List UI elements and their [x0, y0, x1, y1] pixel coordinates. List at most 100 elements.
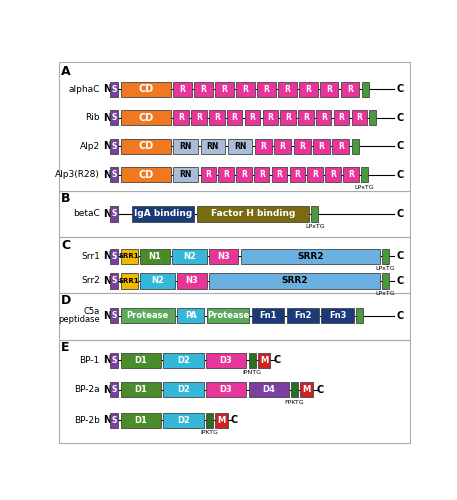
- FancyBboxPatch shape: [272, 167, 287, 182]
- FancyBboxPatch shape: [110, 412, 118, 428]
- Bar: [58, 237, 410, 292]
- FancyBboxPatch shape: [110, 274, 118, 288]
- Text: LPxTG: LPxTG: [355, 184, 374, 190]
- Text: Fn3: Fn3: [329, 311, 346, 320]
- FancyBboxPatch shape: [163, 382, 204, 398]
- Text: RN: RN: [234, 142, 246, 150]
- FancyBboxPatch shape: [110, 308, 118, 324]
- FancyBboxPatch shape: [262, 110, 278, 126]
- FancyBboxPatch shape: [313, 138, 330, 154]
- Text: D1: D1: [134, 356, 147, 365]
- Text: A: A: [61, 66, 71, 78]
- FancyBboxPatch shape: [308, 167, 323, 182]
- FancyBboxPatch shape: [215, 412, 228, 428]
- Text: R: R: [196, 114, 202, 122]
- FancyBboxPatch shape: [369, 110, 377, 126]
- FancyBboxPatch shape: [382, 274, 389, 288]
- Text: C: C: [397, 84, 404, 94]
- Text: CD: CD: [138, 141, 154, 151]
- FancyBboxPatch shape: [278, 82, 297, 97]
- FancyBboxPatch shape: [255, 138, 272, 154]
- FancyBboxPatch shape: [163, 352, 204, 368]
- Text: BP-1: BP-1: [80, 356, 100, 365]
- Text: SRR1: SRR1: [119, 278, 139, 284]
- Text: D2: D2: [177, 385, 190, 394]
- Text: LPxTG: LPxTG: [376, 266, 395, 272]
- FancyBboxPatch shape: [173, 167, 198, 182]
- FancyBboxPatch shape: [140, 248, 170, 264]
- Text: SRR2: SRR2: [281, 276, 308, 285]
- Text: Srr1: Srr1: [81, 252, 100, 261]
- Text: D3: D3: [220, 356, 233, 365]
- FancyBboxPatch shape: [325, 167, 341, 182]
- Text: alphaC: alphaC: [69, 85, 100, 94]
- FancyBboxPatch shape: [121, 382, 161, 398]
- FancyBboxPatch shape: [320, 82, 339, 97]
- FancyBboxPatch shape: [299, 82, 318, 97]
- Text: R: R: [303, 114, 309, 122]
- FancyBboxPatch shape: [110, 206, 118, 222]
- FancyBboxPatch shape: [215, 82, 234, 97]
- Text: R: R: [330, 170, 336, 179]
- Text: LPxTG: LPxTG: [376, 291, 395, 296]
- Bar: [58, 62, 410, 191]
- Text: R: R: [276, 170, 282, 179]
- FancyBboxPatch shape: [300, 382, 313, 398]
- Text: C: C: [274, 356, 281, 366]
- Text: Alp2: Alp2: [80, 142, 100, 150]
- Text: R: R: [321, 114, 327, 122]
- Text: N3: N3: [186, 276, 198, 285]
- FancyBboxPatch shape: [121, 248, 138, 264]
- FancyBboxPatch shape: [287, 308, 319, 324]
- FancyBboxPatch shape: [334, 110, 349, 126]
- Text: R: R: [180, 85, 186, 94]
- FancyBboxPatch shape: [356, 308, 363, 324]
- FancyBboxPatch shape: [254, 167, 270, 182]
- FancyBboxPatch shape: [241, 248, 379, 264]
- Text: N: N: [103, 416, 111, 426]
- Text: R: R: [241, 170, 247, 179]
- FancyBboxPatch shape: [207, 308, 250, 324]
- Text: R: R: [338, 142, 344, 150]
- FancyBboxPatch shape: [343, 167, 359, 182]
- Text: S: S: [112, 85, 117, 94]
- FancyBboxPatch shape: [121, 274, 138, 288]
- Text: IPNTG: IPNTG: [243, 370, 261, 376]
- Text: R: R: [284, 85, 290, 94]
- Text: SRR2: SRR2: [297, 252, 324, 261]
- Text: S: S: [112, 356, 117, 365]
- FancyBboxPatch shape: [280, 110, 296, 126]
- Text: Srr2: Srr2: [81, 276, 100, 285]
- Text: R: R: [280, 142, 286, 150]
- FancyBboxPatch shape: [316, 110, 331, 126]
- Text: BP-2b: BP-2b: [74, 416, 100, 425]
- Text: D2: D2: [177, 416, 190, 425]
- FancyBboxPatch shape: [173, 110, 189, 126]
- FancyBboxPatch shape: [172, 248, 207, 264]
- Text: N: N: [103, 252, 111, 262]
- Text: C: C: [397, 209, 404, 219]
- FancyBboxPatch shape: [110, 382, 118, 398]
- Text: S: S: [112, 142, 117, 150]
- Text: C: C: [397, 276, 404, 286]
- FancyBboxPatch shape: [110, 82, 118, 97]
- Text: N2: N2: [151, 276, 164, 285]
- Text: LPxTG: LPxTG: [305, 224, 324, 229]
- Text: R: R: [223, 170, 229, 179]
- Text: R: R: [326, 85, 332, 94]
- Text: C: C: [231, 416, 238, 426]
- FancyBboxPatch shape: [110, 248, 118, 264]
- FancyBboxPatch shape: [209, 274, 379, 288]
- Text: D1: D1: [134, 416, 147, 425]
- Text: RN: RN: [180, 142, 192, 150]
- Text: PA: PA: [185, 311, 197, 320]
- Text: N: N: [103, 310, 111, 320]
- FancyBboxPatch shape: [361, 167, 368, 182]
- Text: FPKTG: FPKTG: [285, 400, 304, 404]
- Text: N1: N1: [149, 252, 161, 261]
- Text: S: S: [112, 311, 117, 320]
- Text: Fn1: Fn1: [259, 311, 276, 320]
- Text: C: C: [61, 238, 70, 252]
- Text: S: S: [112, 210, 117, 218]
- Bar: [58, 292, 410, 340]
